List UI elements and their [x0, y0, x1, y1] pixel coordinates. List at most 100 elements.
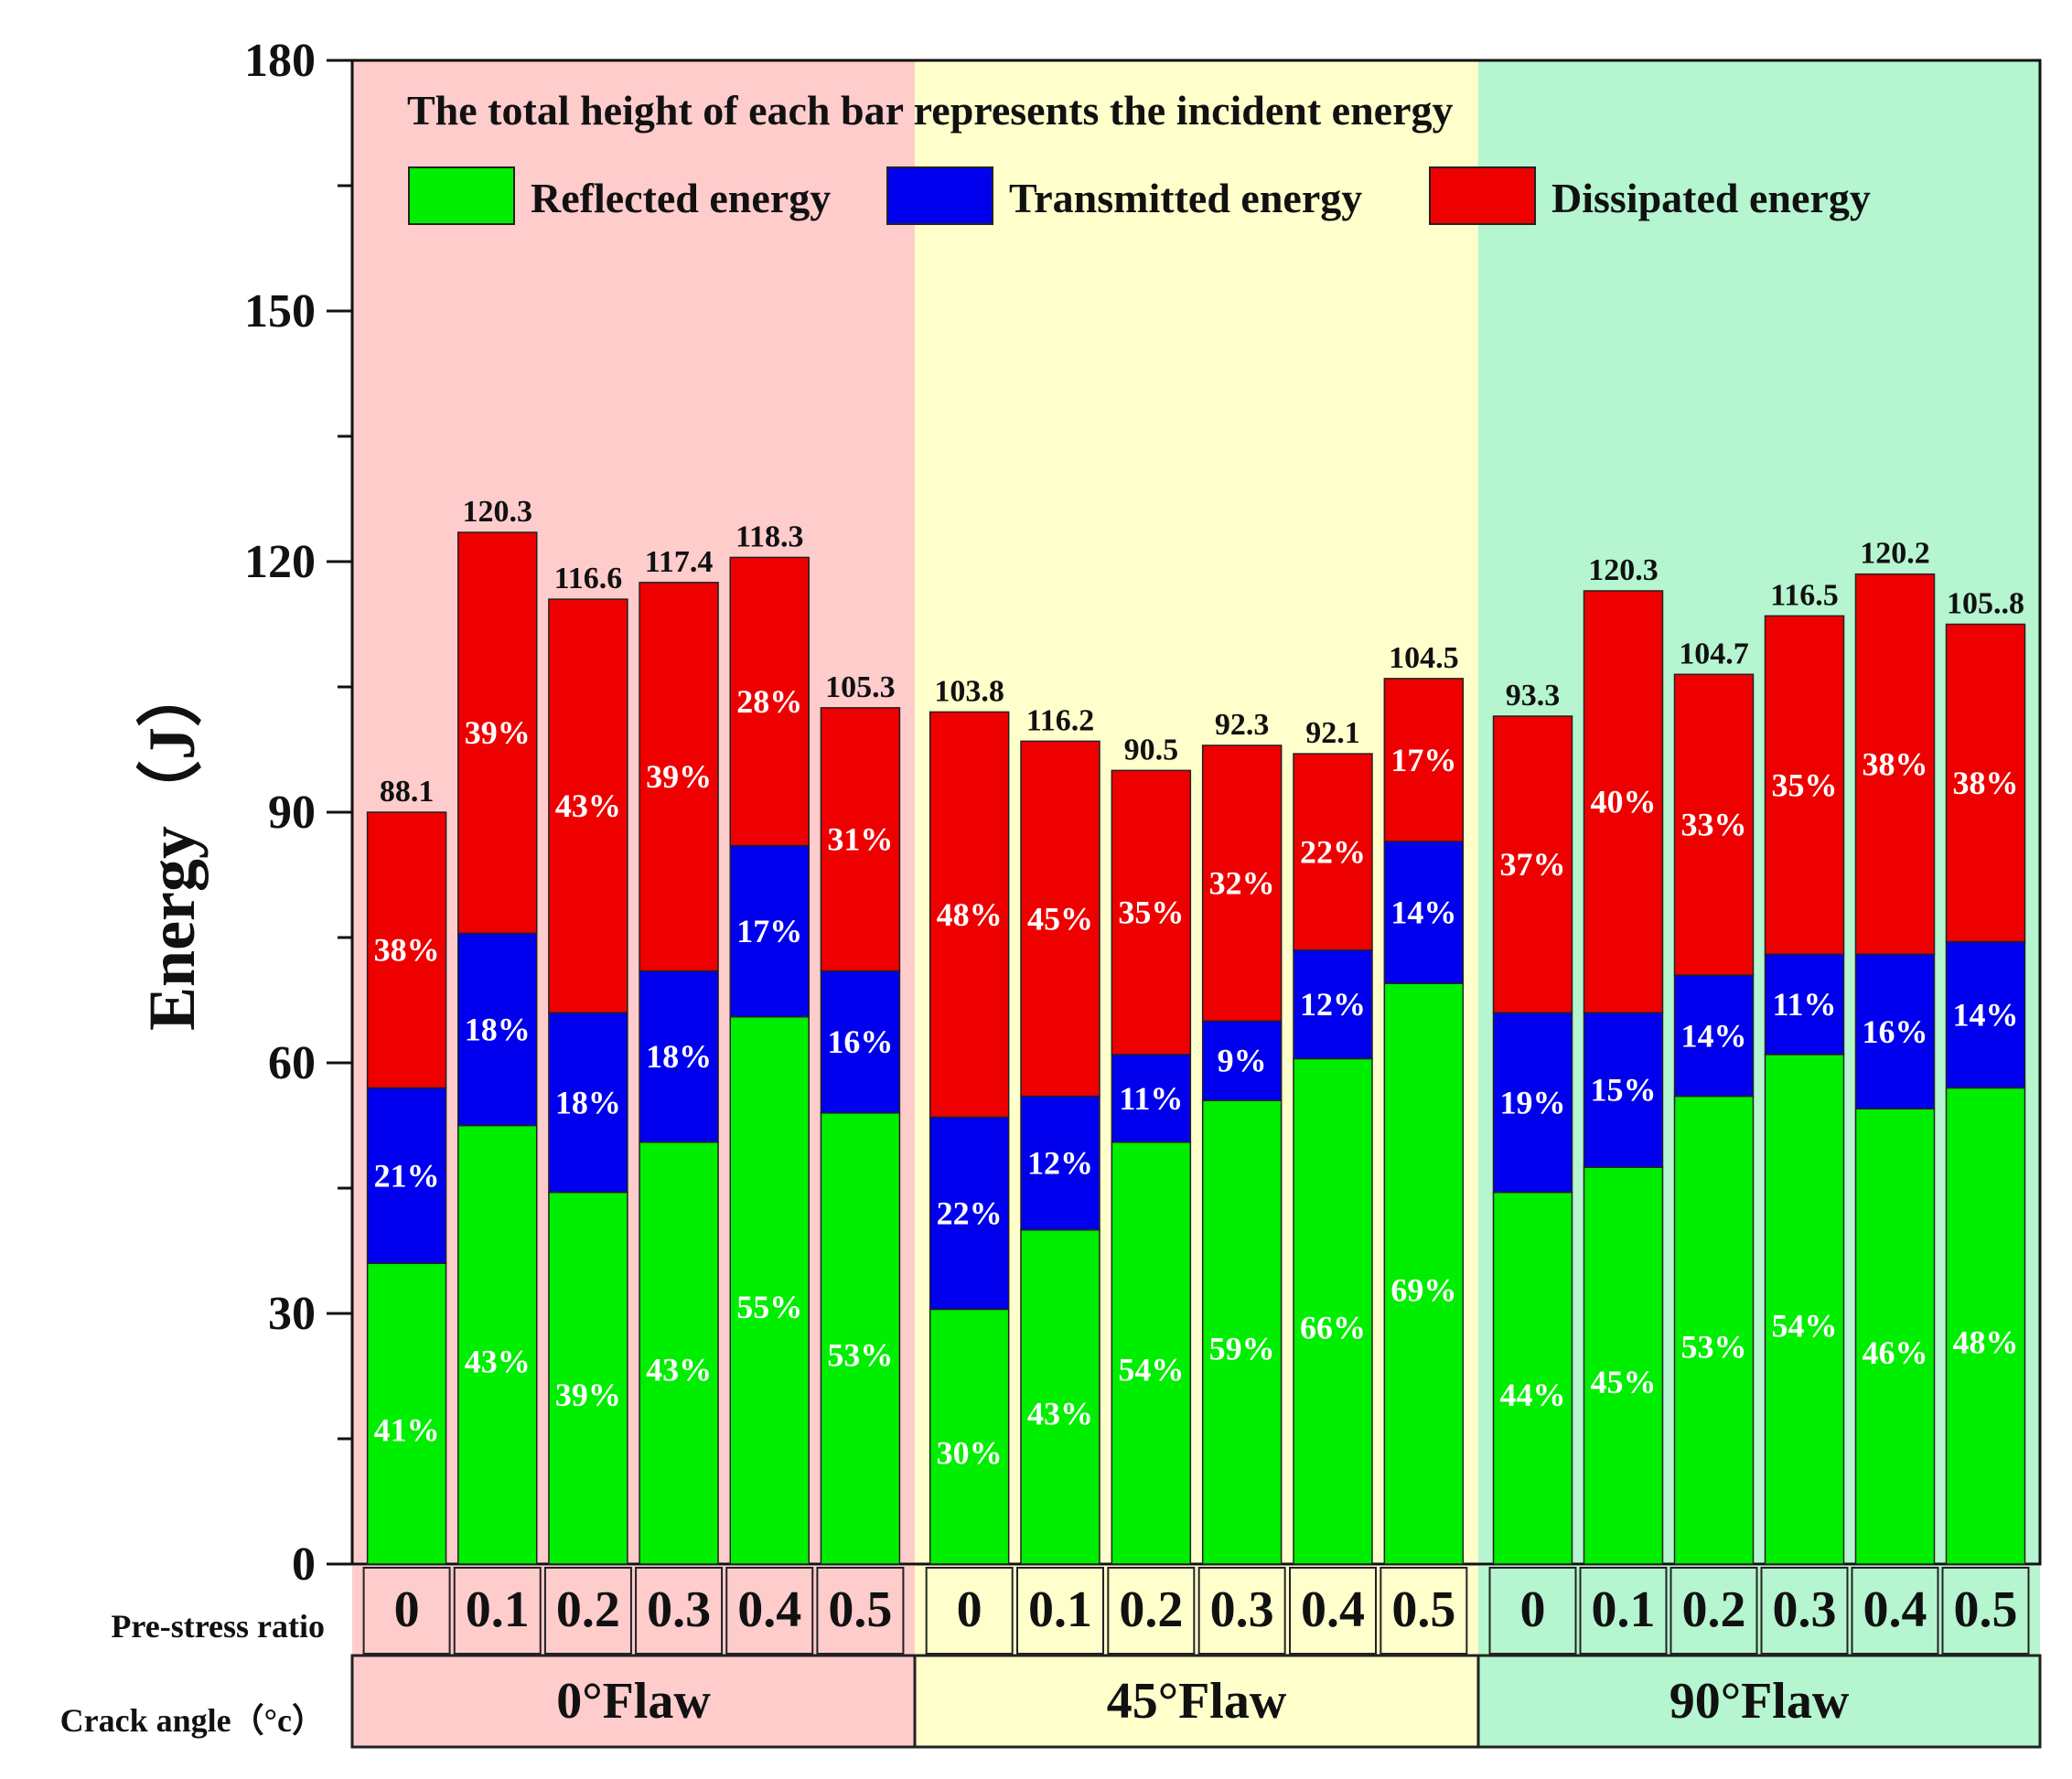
flaw-cell	[1476, 1654, 2042, 1749]
bar-percent-label-transmitted: 9%	[1218, 1043, 1267, 1079]
row-label-crack-angle: Crack angle（°c）	[60, 1702, 325, 1739]
bar-percent-label-reflected: 53%	[827, 1336, 893, 1373]
y-axis: 0 30 60 90 120 150 180	[244, 35, 2042, 1591]
ratio-cell	[1488, 1567, 1577, 1655]
bar-percent-label-reflected: 53%	[1681, 1328, 1747, 1365]
bar-percent-label-transmitted: 12%	[1027, 1145, 1093, 1182]
ratio-cell	[816, 1567, 905, 1655]
bar-segment-dissipated	[1111, 769, 1192, 1056]
bar-total-label: 92.3	[1215, 708, 1270, 742]
bar-percent-label-dissipated: 31%	[827, 821, 893, 858]
bar-percent-label-transmitted: 15%	[1591, 1072, 1657, 1109]
bar-segment-reflected	[1673, 1095, 1755, 1565]
ratio-cell	[1016, 1567, 1104, 1655]
bar-percent-label-dissipated: 32%	[1209, 865, 1275, 902]
ratio-label: 0.3	[1210, 1581, 1274, 1638]
bar-percent-label-dissipated: 38%	[1953, 765, 2019, 801]
bar-percent-label-reflected: 46%	[1863, 1334, 1928, 1371]
y-tick-label: 120	[244, 536, 316, 588]
ratio-label: 0.4	[1301, 1581, 1365, 1638]
ratio-cell	[453, 1567, 542, 1655]
bar-segment-dissipated	[1945, 623, 2026, 943]
bar-total-label: 120.3	[463, 495, 533, 529]
bar-percent-label-transmitted: 16%	[827, 1023, 893, 1060]
bar-segment-reflected	[457, 1124, 538, 1565]
legend-label-reflected: Reflected energy	[531, 175, 831, 221]
flaw-label: 45°Flaw	[1107, 1673, 1287, 1730]
bar-percent-label-reflected: 45%	[1591, 1364, 1657, 1400]
bar-total-label: 104.5	[1389, 641, 1459, 675]
y-tick-label: 0	[292, 1538, 316, 1591]
ratio-label: 0	[394, 1581, 420, 1638]
ratio-label: 0.5	[1391, 1581, 1455, 1638]
bar-segment-reflected	[639, 1141, 719, 1565]
bar-segment-dissipated	[639, 582, 719, 972]
y-tick-label: 60	[268, 1037, 316, 1089]
bar-segment-dissipated	[729, 556, 810, 847]
legend-label-dissipated: Dissipated energy	[1551, 175, 1871, 221]
bar-percent-label-transmitted: 21%	[374, 1157, 440, 1194]
bar-segment-dissipated	[1583, 590, 1664, 1013]
bar-segment-dissipated	[1383, 678, 1465, 842]
bar-percent-label-reflected: 48%	[1953, 1324, 2019, 1361]
bar-total-label: 116.5	[1770, 578, 1839, 612]
ratio-label: 0.1	[1592, 1581, 1656, 1638]
bar-percent-label-dissipated: 28%	[736, 683, 802, 720]
bar-segment-transmitted	[1492, 1012, 1573, 1194]
bar-segment-transmitted	[1673, 974, 1755, 1098]
bar-segment-dissipated	[1201, 745, 1283, 1023]
bar-percent-label-dissipated: 35%	[1772, 766, 1838, 803]
bar-total-label: 116.2	[1026, 703, 1095, 737]
bar-percent-label-dissipated: 38%	[1863, 745, 1928, 782]
ratio-cell	[1197, 1567, 1286, 1655]
bar-total-label: 117.4	[645, 545, 714, 579]
bar-segment-transmitted	[1020, 1095, 1100, 1231]
bar-percent-label-reflected: 66%	[1300, 1310, 1366, 1346]
bar-segment-reflected	[548, 1191, 628, 1565]
bar-segment-transmitted	[1201, 1020, 1283, 1101]
bar-total-label: 90.5	[1124, 733, 1179, 766]
bar-percent-label-dissipated: 43%	[555, 788, 621, 824]
bar-percent-label-dissipated: 39%	[465, 714, 531, 751]
bar-percent-label-reflected: 59%	[1209, 1331, 1275, 1367]
bar-segment-dissipated	[548, 598, 628, 1013]
ratio-row-bg	[352, 1566, 915, 1656]
ratio-label: 0.4	[1863, 1581, 1927, 1638]
bar-segment-dissipated	[366, 811, 447, 1089]
ratio-label: 0.1	[466, 1581, 530, 1638]
ratio-label: 0.5	[1954, 1581, 2018, 1638]
bar-percent-label-transmitted: 18%	[646, 1038, 712, 1075]
ratio-label: 0.1	[1028, 1581, 1092, 1638]
ratio-cell	[362, 1567, 451, 1655]
ratio-cell	[925, 1567, 1014, 1655]
ratio-cell	[1851, 1567, 1939, 1655]
bar-percent-label-reflected: 43%	[646, 1351, 712, 1388]
bar-percent-label-dissipated: 22%	[1300, 833, 1366, 870]
bar-percent-label-dissipated: 40%	[1591, 784, 1657, 820]
y-tick-label: 150	[244, 285, 316, 338]
bar-percent-label-dissipated: 17%	[1390, 742, 1456, 778]
bar-total-label: 120.3	[1588, 553, 1659, 587]
bar-total-label: 118.3	[735, 520, 804, 553]
ratio-label: 0.2	[1682, 1581, 1746, 1638]
ratio-cell	[1380, 1567, 1468, 1655]
ratio-cell	[543, 1567, 632, 1655]
bar-segment-reflected	[1383, 982, 1465, 1565]
bar-total-label: 88.1	[380, 775, 435, 809]
bar-segment-reflected	[1293, 1057, 1373, 1565]
bar-percent-label-reflected: 55%	[736, 1289, 802, 1325]
ratio-label: 0.3	[1773, 1581, 1837, 1638]
bar-segment-dissipated	[929, 711, 1010, 1119]
ratio-cell	[725, 1567, 814, 1655]
bar-percent-label-dissipated: 33%	[1681, 807, 1747, 843]
bar-segment-reflected	[366, 1262, 447, 1565]
bar-segment-reflected	[1020, 1228, 1100, 1565]
bar-segment-reflected	[1583, 1166, 1664, 1565]
bar-percent-label-transmitted: 11%	[1119, 1080, 1183, 1117]
bar-percent-label-reflected: 54%	[1772, 1307, 1838, 1344]
bar-segment-transmitted	[929, 1116, 1010, 1311]
bar-percent-label-reflected: 41%	[374, 1412, 440, 1449]
bar-percent-label-dissipated: 39%	[646, 758, 712, 795]
bar-percent-label-transmitted: 14%	[1953, 996, 2019, 1033]
bar-segment-transmitted	[639, 970, 719, 1143]
